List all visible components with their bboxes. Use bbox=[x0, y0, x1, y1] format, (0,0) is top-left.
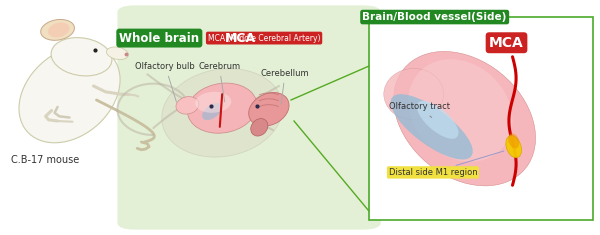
Text: Olfactory bulb: Olfactory bulb bbox=[136, 62, 195, 102]
Ellipse shape bbox=[106, 47, 128, 59]
Ellipse shape bbox=[506, 136, 521, 158]
FancyBboxPatch shape bbox=[369, 17, 593, 220]
Ellipse shape bbox=[65, 58, 110, 86]
Ellipse shape bbox=[19, 46, 120, 143]
Ellipse shape bbox=[417, 101, 458, 139]
Ellipse shape bbox=[409, 59, 512, 162]
Text: Olfactory tract: Olfactory tract bbox=[389, 102, 449, 118]
Text: Cerebrum: Cerebrum bbox=[198, 62, 240, 102]
Ellipse shape bbox=[48, 22, 70, 37]
Text: MCA (Middle Cerebral Artery): MCA (Middle Cerebral Artery) bbox=[208, 34, 320, 43]
Ellipse shape bbox=[195, 92, 231, 113]
Ellipse shape bbox=[187, 83, 257, 133]
Ellipse shape bbox=[176, 97, 199, 114]
Ellipse shape bbox=[391, 94, 473, 160]
Ellipse shape bbox=[41, 20, 74, 40]
Ellipse shape bbox=[202, 103, 222, 120]
FancyBboxPatch shape bbox=[118, 5, 381, 230]
Ellipse shape bbox=[384, 68, 443, 120]
Ellipse shape bbox=[508, 133, 520, 149]
Ellipse shape bbox=[162, 69, 283, 157]
Text: MCA: MCA bbox=[224, 31, 256, 45]
Text: MCA: MCA bbox=[489, 36, 524, 50]
Text: Brain/Blood vessel(Side): Brain/Blood vessel(Side) bbox=[362, 12, 507, 22]
Ellipse shape bbox=[248, 93, 289, 126]
Text: Cerebellum: Cerebellum bbox=[261, 69, 310, 104]
Text: Whole brain: Whole brain bbox=[119, 31, 199, 45]
Ellipse shape bbox=[251, 119, 268, 136]
Text: Distal side M1 region: Distal side M1 region bbox=[389, 151, 504, 177]
Ellipse shape bbox=[394, 51, 536, 186]
Ellipse shape bbox=[51, 38, 112, 76]
Text: C.B-17 mouse: C.B-17 mouse bbox=[11, 155, 80, 164]
